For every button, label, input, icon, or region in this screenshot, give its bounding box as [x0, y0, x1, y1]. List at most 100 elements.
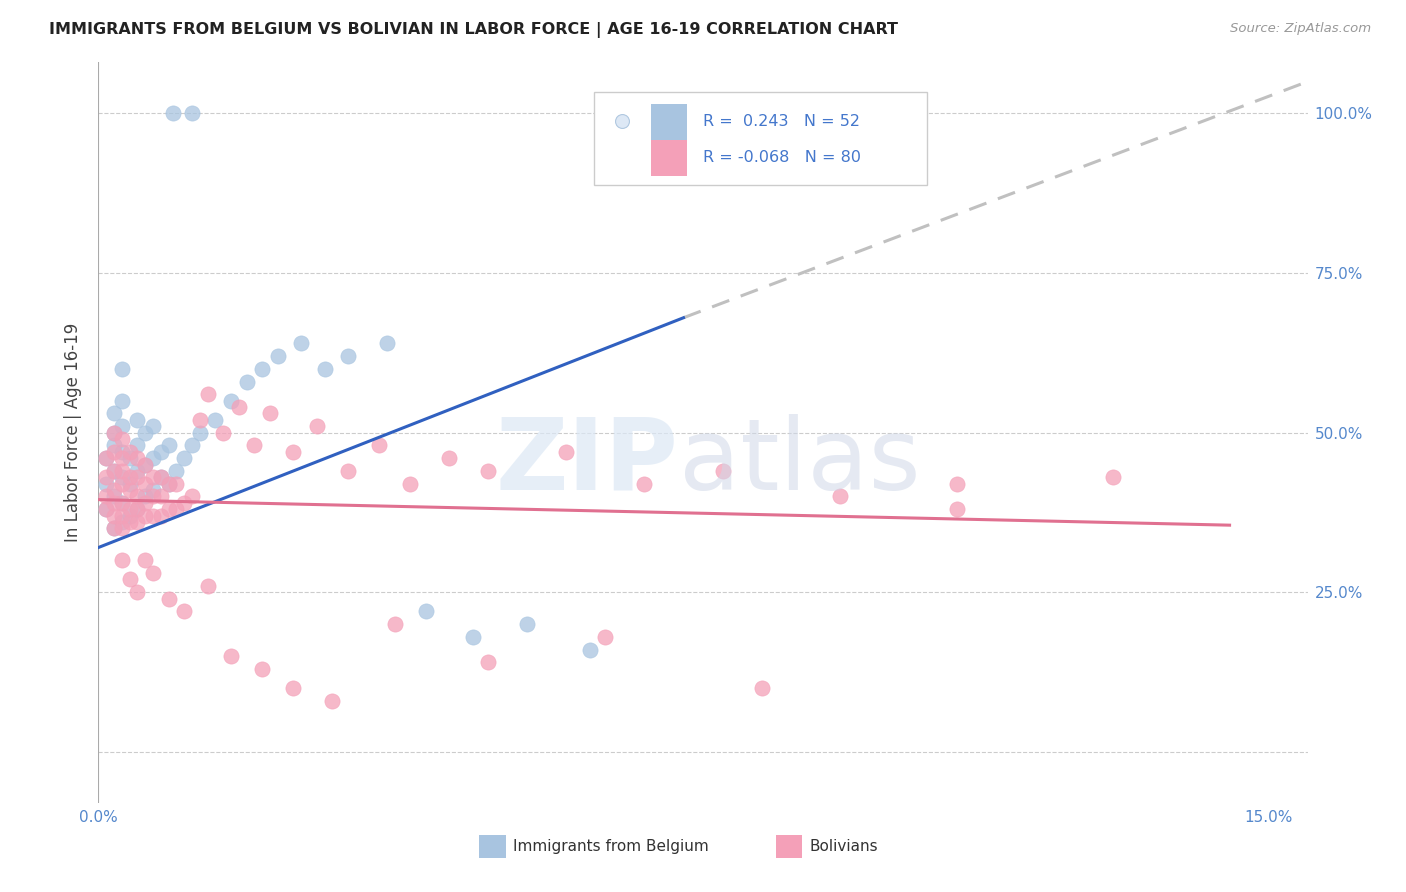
Text: ZIP: ZIP: [496, 414, 679, 511]
Point: [305, 419, 328, 434]
Text: Bolivians: Bolivians: [810, 839, 877, 854]
Point: [204, 413, 226, 427]
Point: [181, 106, 204, 120]
Point: [399, 476, 422, 491]
Bar: [651, 104, 688, 140]
Point: [314, 361, 336, 376]
Point: [197, 579, 219, 593]
Bar: [776, 836, 803, 857]
Point: [157, 438, 180, 452]
Point: [259, 407, 281, 421]
Point: [337, 349, 360, 363]
Point: [157, 476, 180, 491]
Point: [96, 470, 118, 484]
Point: [595, 630, 617, 644]
Point: [439, 451, 461, 466]
Point: [142, 566, 165, 580]
Point: [579, 642, 602, 657]
Point: [384, 617, 406, 632]
Point: [111, 496, 134, 510]
Point: [118, 451, 141, 466]
Point: [162, 106, 184, 120]
Point: [111, 496, 134, 510]
Point: [134, 425, 156, 440]
Point: [375, 336, 398, 351]
Point: [157, 502, 180, 516]
Point: [111, 464, 134, 478]
Point: [1101, 470, 1123, 484]
Text: IMMIGRANTS FROM BELGIUM VS BOLIVIAN IN LABOR FORCE | AGE 16-19 CORRELATION CHART: IMMIGRANTS FROM BELGIUM VS BOLIVIAN IN L…: [49, 22, 898, 38]
Point: [368, 438, 391, 452]
Point: [142, 490, 165, 504]
Point: [127, 438, 149, 452]
FancyBboxPatch shape: [595, 92, 927, 185]
Point: [118, 508, 141, 523]
Point: [96, 451, 118, 466]
Point: [96, 490, 118, 504]
Point: [283, 681, 305, 695]
Point: [111, 508, 134, 523]
Point: [127, 470, 149, 484]
Point: [173, 496, 195, 510]
Point: [111, 553, 134, 567]
Point: [103, 464, 125, 478]
Point: [477, 656, 499, 670]
Point: [228, 400, 250, 414]
Text: Immigrants from Belgium: Immigrants from Belgium: [513, 839, 709, 854]
Point: [96, 502, 118, 516]
Point: [165, 502, 187, 516]
Point: [181, 438, 204, 452]
Point: [111, 521, 134, 535]
Point: [111, 361, 134, 376]
Point: [157, 476, 180, 491]
Point: [134, 476, 156, 491]
Point: [96, 502, 118, 516]
Point: [188, 413, 211, 427]
Point: [181, 490, 204, 504]
Point: [103, 444, 125, 458]
Point: [149, 470, 172, 484]
Point: [118, 470, 141, 484]
Point: [142, 470, 165, 484]
Point: [477, 464, 499, 478]
Point: [711, 464, 734, 478]
Point: [134, 458, 156, 472]
Point: [127, 502, 149, 516]
Point: [290, 336, 312, 351]
Point: [118, 515, 141, 529]
Bar: [479, 836, 506, 857]
Point: [134, 553, 156, 567]
Point: [111, 451, 134, 466]
Point: [165, 464, 187, 478]
Point: [142, 483, 165, 497]
Point: [103, 490, 125, 504]
Point: [252, 662, 274, 676]
Point: [118, 502, 141, 516]
Point: [111, 444, 134, 458]
Point: [142, 451, 165, 466]
Text: R =  0.243   N = 52: R = 0.243 N = 52: [703, 114, 860, 128]
Point: [235, 375, 257, 389]
Point: [134, 458, 156, 472]
Point: [157, 591, 180, 606]
Point: [118, 483, 141, 497]
Point: [127, 413, 149, 427]
Point: [633, 476, 655, 491]
Point: [118, 476, 141, 491]
Point: [103, 521, 125, 535]
Point: [111, 515, 134, 529]
Point: [142, 419, 165, 434]
Point: [127, 490, 149, 504]
Point: [165, 476, 187, 491]
Point: [111, 476, 134, 491]
Point: [96, 451, 118, 466]
Point: [283, 444, 305, 458]
Point: [267, 349, 290, 363]
Point: [142, 508, 165, 523]
Point: [111, 393, 134, 408]
Text: Source: ZipAtlas.com: Source: ZipAtlas.com: [1230, 22, 1371, 36]
Point: [127, 585, 149, 599]
Point: [127, 502, 149, 516]
Point: [103, 425, 125, 440]
Point: [118, 573, 141, 587]
